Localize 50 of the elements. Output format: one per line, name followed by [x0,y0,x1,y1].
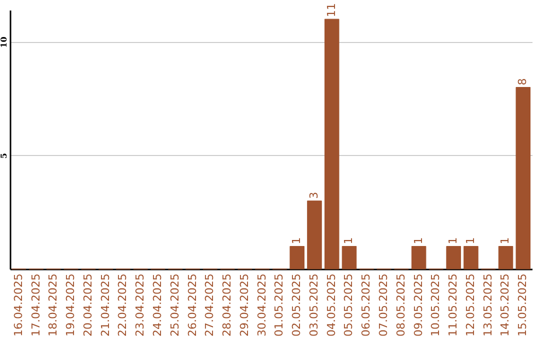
y-tick-label: 10 [0,36,8,48]
y-tick-label: 5 [0,153,8,159]
data-label: 1 [412,237,425,244]
x-tick-label: 29.04.2025 [238,274,251,336]
data-label: 3 [307,192,320,199]
bar [342,246,357,270]
bar [307,200,322,270]
x-tick-label: 04.05.2025 [324,274,338,336]
data-label: 8 [516,78,530,86]
x-tick-label: 17.04.2025 [29,274,42,336]
x-tick-label: 13.05.2025 [481,274,494,336]
bar [498,246,514,270]
x-tick-label: 11.05.2025 [446,274,460,336]
x-tick-label: 26.04.2025 [186,274,199,336]
bar [290,246,304,270]
bar [516,86,531,270]
x-tick-label: 20.04.2025 [81,274,94,336]
x-tick-label: 12.05.2025 [464,274,477,336]
x-tick-label: 09.05.2025 [412,274,425,336]
x-tick-label: 07.05.2025 [377,274,390,336]
bar [464,246,478,270]
x-tick-label: 10.05.2025 [429,274,442,336]
x-tick-label: 08.05.2025 [394,274,408,336]
data-label: 1 [446,237,460,244]
data-label: 1 [342,237,356,244]
bar [446,246,461,270]
x-tick-label: 02.05.2025 [290,274,304,336]
bar [411,246,426,270]
x-tick-label: 05.05.2025 [342,274,356,336]
x-tick-label: 16.04.2025 [12,274,25,336]
x-tick-label: 03.05.2025 [307,274,320,336]
x-tick-label: 30.04.2025 [255,274,268,336]
x-tick-label: 22.04.2025 [116,274,130,336]
data-label: 1 [464,237,477,244]
x-tick-label: 27.04.2025 [203,274,216,336]
x-tick-label: 15.05.2025 [516,274,530,336]
x-tick-label: 01.05.2025 [272,274,286,336]
x-tick-label: 24.04.2025 [150,274,164,336]
x-tick-label: 18.04.2025 [46,274,60,336]
x-tick-label: 25.04.2025 [168,274,182,336]
data-label: 11 [324,3,338,18]
x-tick-label: 21.04.2025 [98,274,112,336]
x-tick-label: 14.05.2025 [498,274,512,336]
x-tick-label: 06.05.2025 [360,274,373,336]
x-tick-label: 19.04.2025 [64,274,78,336]
data-label: 1 [498,237,512,244]
bar [324,18,340,270]
x-tick-label: 28.04.2025 [220,274,234,336]
data-label: 1 [290,237,304,244]
x-tick-label: 23.04.2025 [134,274,147,336]
